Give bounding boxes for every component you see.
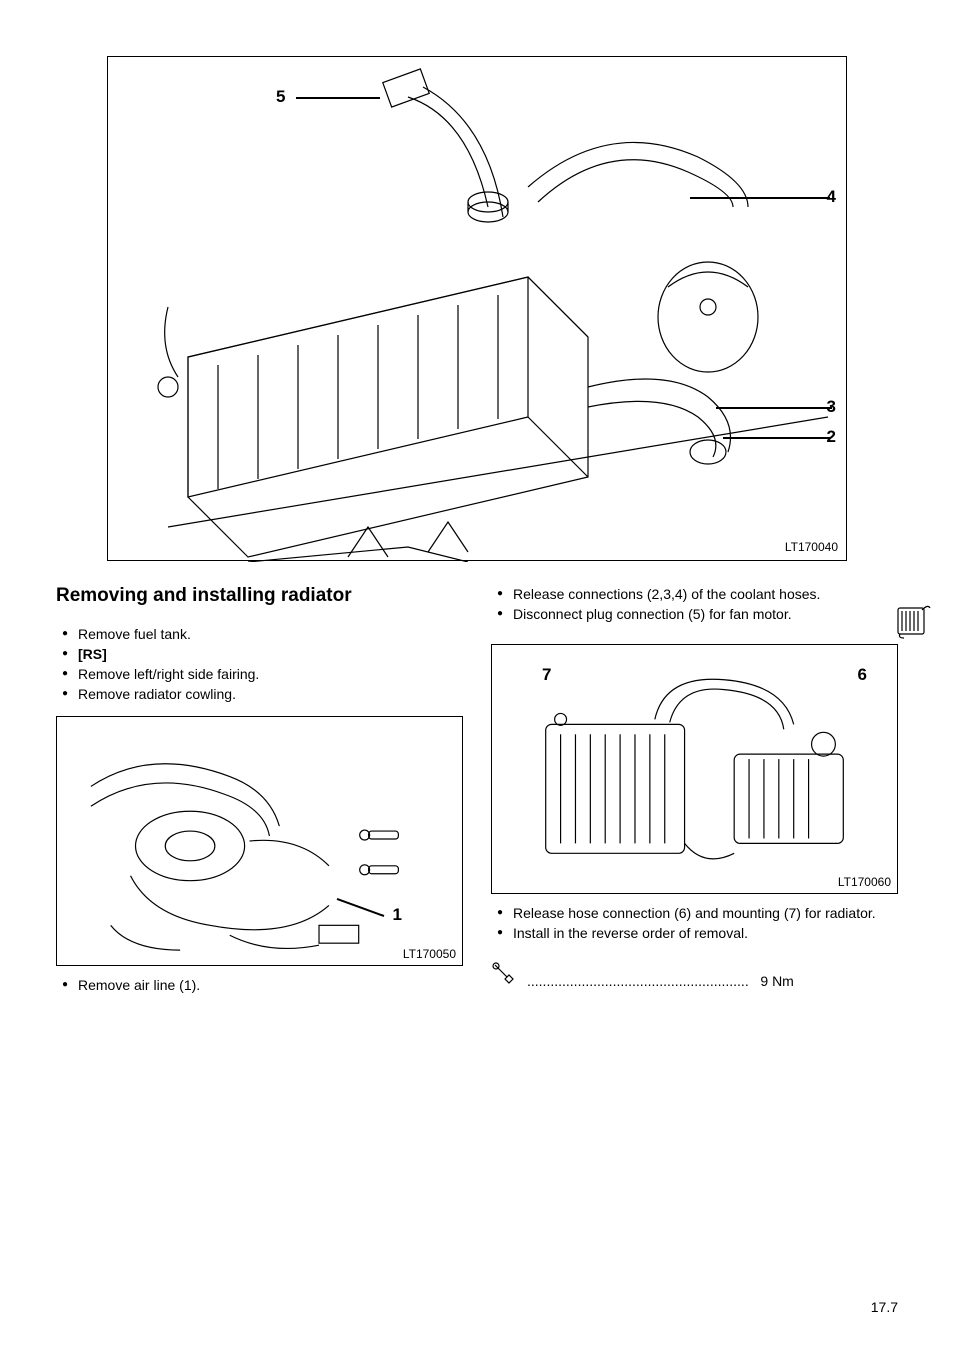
diagram-ref-left: LT170050	[403, 947, 456, 961]
step-item: Remove air line (1).	[56, 976, 463, 995]
step-item: Remove radiator cowling.	[56, 685, 463, 704]
torque-dots: ........................................…	[527, 973, 749, 989]
step-item: Remove fuel tank.	[56, 625, 463, 644]
radiator-icon	[892, 598, 934, 640]
diagram-radiator-main: 5 4 3 2 LT170040	[107, 56, 847, 561]
steps-right-bottom: Release hose connection (6) and mounting…	[491, 904, 898, 943]
callout-1: 1	[393, 905, 402, 925]
callout-7: 7	[542, 665, 551, 685]
step-item: Remove left/right side fairing.	[56, 665, 463, 684]
callout-6: 6	[858, 665, 867, 685]
steps-left-after: Remove air line (1).	[56, 976, 463, 995]
diagram-ref-top: LT170040	[785, 540, 838, 554]
torque-wrench-icon	[491, 961, 517, 987]
callout-5: 5	[276, 87, 285, 107]
torque-value: 9 Nm	[760, 973, 793, 989]
step-item: [RS]	[56, 645, 463, 664]
section-heading: Removing and installing radiator	[56, 585, 463, 607]
diagram-air-line: 1 LT170050	[56, 716, 463, 966]
step-item: Disconnect plug connection (5) for fan m…	[491, 605, 898, 624]
torque-spec: ........................................…	[491, 961, 898, 989]
diagram-radiator-side: 7 6 LT170060	[491, 644, 898, 894]
diagram-ref-right: LT170060	[838, 875, 891, 889]
step-item: Release hose connection (6) and mounting…	[491, 904, 898, 923]
steps-right-top: Release connections (2,3,4) of the coola…	[491, 585, 898, 624]
step-item: Release connections (2,3,4) of the coola…	[491, 585, 898, 604]
page-number: 17.7	[871, 1299, 898, 1315]
steps-left-before: Remove fuel tank. [RS] Remove left/right…	[56, 625, 463, 704]
step-item: Install in the reverse order of removal.	[491, 924, 898, 943]
